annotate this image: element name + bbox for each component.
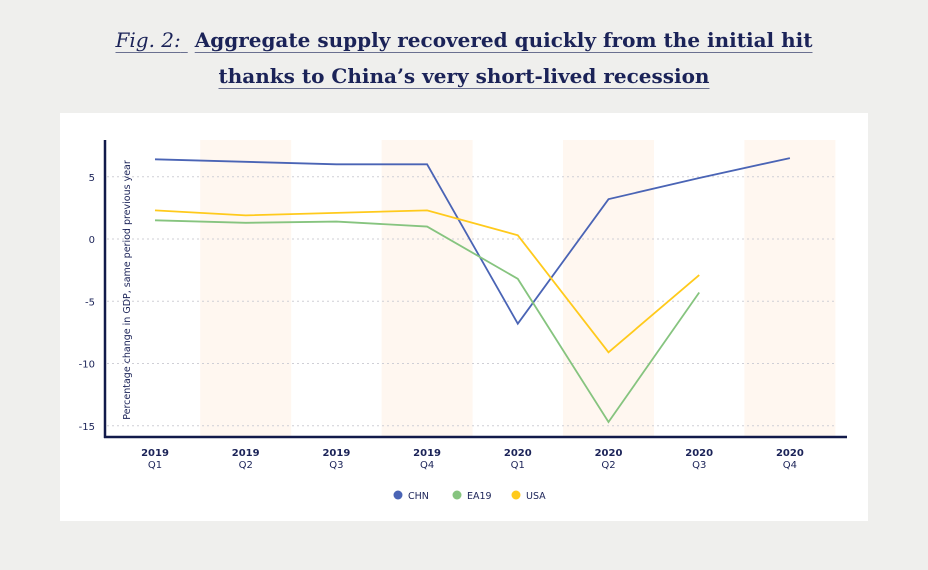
x-tick-year: 2020 (504, 448, 532, 459)
x-tick-quarter: Q2 (239, 460, 253, 471)
y-tick-label: -15 (79, 422, 95, 433)
legend-marker-usa (511, 490, 521, 500)
shaded-band (381, 140, 473, 437)
x-tick-quarter: Q1 (511, 460, 525, 471)
x-tick-year: 2020 (685, 448, 713, 459)
title-line-2: thanks to China’s very short-lived reces… (218, 64, 710, 88)
shaded-band (200, 140, 292, 437)
legend-label-chn: CHN (408, 491, 429, 502)
x-tick-quarter: Q3 (692, 460, 706, 471)
x-tick-quarter: Q4 (420, 460, 434, 471)
figure-number: Fig. 2: (115, 28, 181, 52)
x-tick-quarter: Q3 (329, 460, 343, 471)
legend-label-usa: USA (526, 491, 546, 502)
shaded-band (744, 140, 836, 437)
y-tick-label: 5 (89, 173, 95, 184)
chart-title: Fig. 2: Aggregate supply recovered quick… (0, 22, 928, 94)
x-tick-quarter: Q1 (148, 460, 162, 471)
y-axis-label: Percentage change in GDP, same period pr… (122, 160, 133, 420)
title-line-1: Aggregate supply recovered quickly from … (194, 28, 813, 52)
x-tick-year: 2019 (322, 448, 350, 459)
y-tick-label: -10 (79, 360, 95, 371)
shaded-band (563, 140, 654, 437)
x-tick-quarter: Q2 (601, 460, 615, 471)
x-tick-year: 2020 (776, 448, 804, 459)
x-tick-year: 2020 (595, 448, 623, 459)
y-tick-label: -5 (85, 297, 95, 308)
legend-marker-ea19 (452, 490, 462, 500)
legend-marker-chn (393, 490, 403, 500)
x-tick-year: 2019 (141, 448, 169, 459)
x-tick-year: 2019 (413, 448, 441, 459)
x-tick-quarter: Q4 (783, 460, 797, 471)
legend-label-ea19: EA19 (467, 491, 492, 502)
y-tick-label: 0 (89, 235, 95, 246)
series-line-chn (154, 157, 791, 326)
x-tick-year: 2019 (232, 448, 260, 459)
